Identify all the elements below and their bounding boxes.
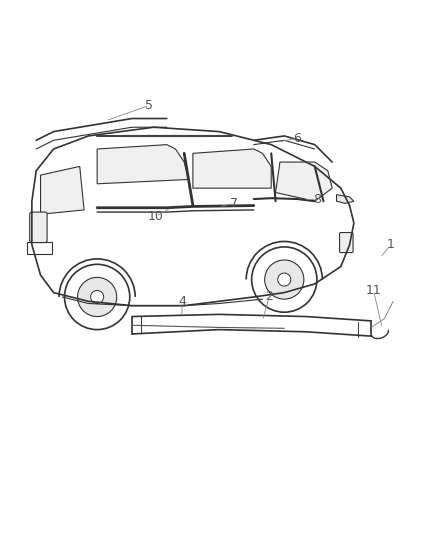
- Text: 6: 6: [293, 132, 301, 144]
- FancyBboxPatch shape: [30, 212, 47, 243]
- Polygon shape: [41, 166, 84, 214]
- Text: 2: 2: [265, 290, 273, 303]
- Circle shape: [252, 247, 317, 312]
- Circle shape: [78, 277, 117, 317]
- Text: 8: 8: [313, 192, 321, 206]
- Circle shape: [91, 290, 104, 303]
- Polygon shape: [276, 162, 332, 201]
- Text: 11: 11: [366, 284, 381, 297]
- Text: 5: 5: [145, 99, 153, 112]
- Polygon shape: [336, 195, 354, 204]
- Circle shape: [64, 264, 130, 329]
- FancyBboxPatch shape: [27, 241, 52, 254]
- Text: 10: 10: [148, 210, 164, 223]
- Text: 7: 7: [230, 197, 238, 210]
- Text: 4: 4: [178, 295, 186, 308]
- Polygon shape: [193, 149, 271, 188]
- FancyBboxPatch shape: [339, 232, 353, 253]
- Circle shape: [278, 273, 291, 286]
- Polygon shape: [97, 144, 188, 184]
- Text: 1: 1: [387, 238, 395, 251]
- Circle shape: [265, 260, 304, 299]
